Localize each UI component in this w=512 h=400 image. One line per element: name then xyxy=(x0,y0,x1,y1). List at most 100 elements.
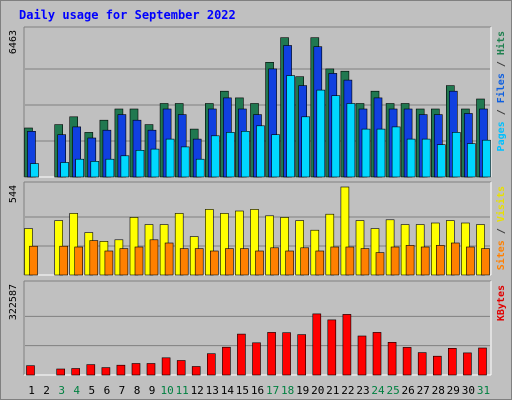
bar-kbytes-day-23 xyxy=(357,335,367,376)
bar-pages-day-12 xyxy=(195,158,205,178)
x-tick-label-day-15: 15 xyxy=(236,384,249,397)
bar-kbytes-day-10 xyxy=(161,357,171,376)
bar-visits-day-16 xyxy=(250,209,259,276)
bar-pages-day-22 xyxy=(346,103,356,178)
axis-title-part: Files xyxy=(495,73,507,103)
bar-kbytes-day-9 xyxy=(146,363,156,376)
bar-sites-day-20 xyxy=(315,250,325,276)
bar-sites-day-9 xyxy=(149,239,159,276)
bar-sites-day-28 xyxy=(435,245,445,276)
bar-kbytes-day-5 xyxy=(86,364,96,376)
bar-visits-day-15 xyxy=(235,210,244,276)
bar-kbytes-day-6 xyxy=(101,367,111,376)
bar-kbytes-day-30 xyxy=(463,352,472,376)
bar-sites-day-21 xyxy=(330,246,340,276)
bar-kbytes-day-12 xyxy=(191,366,201,376)
panel-hits-ymax-label: 6463 xyxy=(8,30,19,54)
bar-kbytes-day-19 xyxy=(297,334,307,376)
bar-pages-day-7 xyxy=(120,155,130,178)
bar-kbytes-day-14 xyxy=(222,346,231,376)
bar-kbytes-day-27 xyxy=(417,352,427,376)
bar-kbytes-day-22 xyxy=(342,314,352,376)
bar-sites-day-17 xyxy=(270,247,279,276)
x-tick-label-day-30: 30 xyxy=(462,384,475,397)
bar-visits-day-13 xyxy=(205,209,214,276)
bar-visits-day-8 xyxy=(129,217,139,276)
x-tick-label-day-2: 2 xyxy=(43,384,50,397)
bar-pages-day-10 xyxy=(165,138,175,178)
x-tick-label-day-22: 22 xyxy=(341,384,354,397)
axis-title-part: Sites xyxy=(495,240,507,270)
bar-sites-day-22 xyxy=(345,246,355,276)
x-tick-label-day-26: 26 xyxy=(401,384,414,397)
x-tick-label-day-16: 16 xyxy=(251,384,264,397)
x-tick-label-day-6: 6 xyxy=(104,384,111,397)
bar-visits-day-17 xyxy=(265,215,274,276)
axis-title-part: / xyxy=(496,55,507,73)
bar-pages-day-21 xyxy=(331,95,341,178)
bar-kbytes-day-4 xyxy=(71,368,80,376)
x-tick-label-day-29: 29 xyxy=(447,384,460,397)
bar-pages-day-24 xyxy=(376,128,386,178)
bar-sites-day-27 xyxy=(420,246,430,276)
bar-sites-day-14 xyxy=(225,248,234,276)
bar-pages-day-25 xyxy=(391,126,401,178)
bar-sites-day-25 xyxy=(390,246,400,276)
bar-sites-day-1 xyxy=(29,245,38,276)
bar-pages-day-16 xyxy=(256,125,265,178)
bar-kbytes-day-15 xyxy=(237,333,246,376)
x-tick-label-day-23: 23 xyxy=(356,384,369,397)
bar-sites-day-10 xyxy=(164,242,174,276)
bar-visits-day-23 xyxy=(355,220,365,276)
bar-kbytes-day-17 xyxy=(267,332,276,376)
bar-sites-day-29 xyxy=(450,242,460,276)
axis-title-part: Hits xyxy=(495,31,507,55)
bar-pages-day-20 xyxy=(316,89,326,178)
axis-title-part: / xyxy=(496,222,507,240)
x-tick-label-day-8: 8 xyxy=(134,384,141,397)
bar-kbytes-day-3 xyxy=(56,368,66,376)
x-tick-label-day-19: 19 xyxy=(296,384,309,397)
bar-kbytes-day-29 xyxy=(447,347,457,376)
bar-sites-day-31 xyxy=(481,248,490,276)
bar-visits-day-24 xyxy=(370,228,380,276)
bar-pages-day-27 xyxy=(421,138,431,178)
bar-visits-day-4 xyxy=(69,213,78,276)
panel-kbytes-ymax-label: 322587 xyxy=(8,284,19,320)
x-tick-label-day-1: 1 xyxy=(28,384,35,397)
bar-sites-day-11 xyxy=(179,248,189,276)
bar-visits-day-22 xyxy=(340,186,350,276)
bar-pages-day-31 xyxy=(482,139,491,178)
x-tick-label-day-12: 12 xyxy=(191,384,204,397)
x-tick-label-day-4: 4 xyxy=(73,384,80,397)
bar-kbytes-day-11 xyxy=(176,360,186,376)
bar-sites-day-7 xyxy=(119,248,129,276)
x-tick-label-day-24: 24 xyxy=(371,384,385,397)
bar-sites-day-26 xyxy=(405,245,415,276)
bar-sites-day-23 xyxy=(360,248,370,276)
x-tick-label-day-14: 14 xyxy=(221,384,235,397)
bar-kbytes-day-28 xyxy=(432,355,442,376)
x-tick-label-day-7: 7 xyxy=(119,384,126,397)
bar-sites-day-3 xyxy=(59,245,69,276)
x-tick-label-day-20: 20 xyxy=(311,384,324,397)
bar-visits-day-21 xyxy=(325,213,335,276)
bar-pages-day-4 xyxy=(75,158,84,178)
bar-pages-day-26 xyxy=(406,138,416,178)
bar-sites-day-5 xyxy=(89,240,99,276)
bar-pages-day-1 xyxy=(30,163,39,178)
bar-pages-day-14 xyxy=(226,132,235,178)
x-tick-label-day-10: 10 xyxy=(160,384,173,397)
axis-title-part: KBytes xyxy=(496,285,507,321)
panel-visits-axis-title: Sites / Visits xyxy=(495,186,507,270)
bar-kbytes-day-31 xyxy=(478,347,487,376)
bar-sites-day-19 xyxy=(300,247,310,276)
axis-title-part: / xyxy=(496,103,507,121)
bar-pages-day-8 xyxy=(135,150,145,178)
bar-pages-day-23 xyxy=(361,128,371,178)
bar-kbytes-day-20 xyxy=(312,313,322,376)
bar-kbytes-day-1 xyxy=(26,365,35,376)
panel-kbytes-axis-title: KBytes xyxy=(496,285,507,321)
axis-title-part: Visits xyxy=(495,186,507,222)
